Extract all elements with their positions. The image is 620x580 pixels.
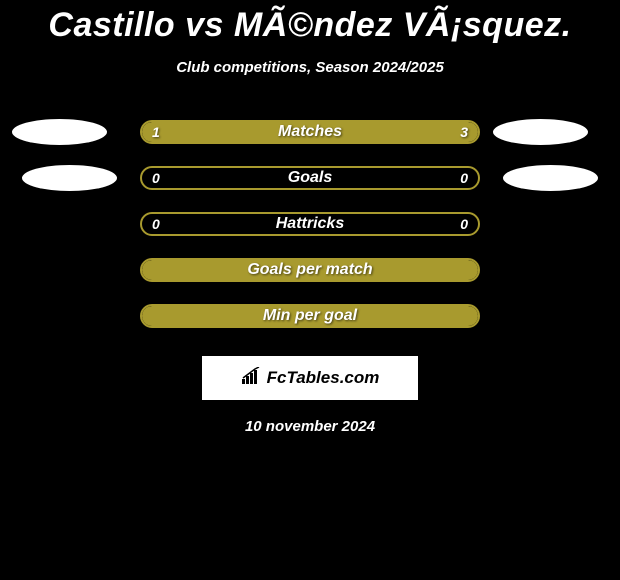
stat-bar: 0 0 Goals <box>140 166 480 190</box>
stat-value-left: 1 <box>152 124 160 140</box>
player-marker-left <box>12 119 107 145</box>
bar-fill-right <box>226 122 478 142</box>
date-text: 10 november 2024 <box>0 418 620 435</box>
page-title: Castillo vs MÃ©ndez VÃ¡squez. <box>0 0 620 45</box>
stat-bar: 0 0 Hattricks <box>140 212 480 236</box>
stat-label: Min per goal <box>263 307 357 325</box>
player-marker-left <box>22 165 117 191</box>
logo-box: FcTables.com <box>202 356 418 400</box>
stat-value-right: 0 <box>460 216 468 232</box>
stat-row: 0 0 Goals <box>0 166 620 190</box>
stat-label: Goals per match <box>247 261 372 279</box>
stat-bar: Goals per match <box>140 258 480 282</box>
stat-label: Hattricks <box>276 215 344 233</box>
stat-row: Goals per match <box>0 258 620 282</box>
stat-row: 0 0 Hattricks <box>0 212 620 236</box>
stat-bar: 1 3 Matches <box>140 120 480 144</box>
logo-chart-icon <box>241 367 263 390</box>
player-marker-right <box>503 165 598 191</box>
stat-value-left: 0 <box>152 216 160 232</box>
stat-row: Min per goal <box>0 304 620 328</box>
stat-value-left: 0 <box>152 170 160 186</box>
stat-label: Matches <box>278 123 342 141</box>
subtitle: Club competitions, Season 2024/2025 <box>0 59 620 76</box>
stat-value-right: 3 <box>460 124 468 140</box>
stat-value-right: 0 <box>460 170 468 186</box>
stat-row: 1 3 Matches <box>0 120 620 144</box>
logo-text: FcTables.com <box>267 368 380 388</box>
comparison-rows: 1 3 Matches 0 0 Goals 0 0 Hattricks Goals per mat… <box>0 120 620 328</box>
player-marker-right <box>493 119 588 145</box>
stat-bar: Min per goal <box>140 304 480 328</box>
stat-label: Goals <box>288 169 332 187</box>
